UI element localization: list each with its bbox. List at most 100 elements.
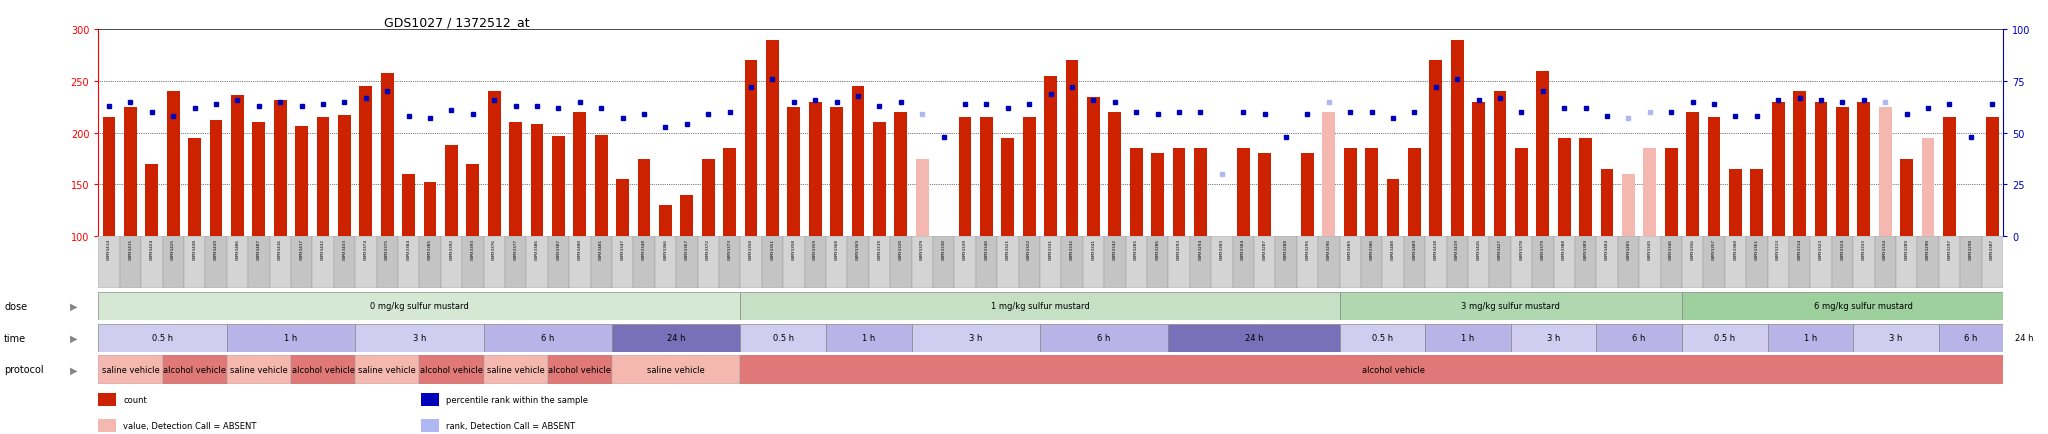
Bar — [1767, 237, 1790, 289]
Bar — [1403, 237, 1425, 289]
Text: GSM33374: GSM33374 — [365, 238, 369, 259]
Bar — [852, 87, 864, 237]
Text: GSM33319: GSM33319 — [877, 238, 881, 259]
Text: GSM33304: GSM33304 — [1241, 238, 1245, 259]
Bar — [825, 324, 911, 352]
Bar — [1747, 237, 1767, 289]
Text: GSM33414: GSM33414 — [106, 238, 111, 259]
Text: GSM33401: GSM33401 — [600, 238, 604, 259]
Bar — [1044, 77, 1057, 237]
Bar — [1446, 237, 1468, 289]
Bar — [1595, 237, 1618, 289]
Text: GSM33368: GSM33368 — [836, 238, 838, 259]
Text: protocol: protocol — [4, 365, 43, 375]
Bar — [354, 355, 420, 384]
Bar — [1810, 237, 1831, 289]
Bar — [1001, 138, 1014, 237]
Text: GSM33356: GSM33356 — [1692, 238, 1694, 259]
Bar — [334, 237, 354, 289]
Bar — [166, 92, 180, 237]
Bar — [739, 324, 825, 352]
Text: GSM33286: GSM33286 — [1155, 238, 1159, 259]
Bar — [463, 237, 483, 289]
Bar — [483, 355, 547, 384]
Text: GSM33307: GSM33307 — [1991, 238, 1995, 259]
Text: 24 h: 24 h — [668, 333, 686, 342]
Text: 1 h: 1 h — [1804, 333, 1817, 342]
Bar — [530, 125, 543, 237]
Bar — [1901, 159, 1913, 237]
Text: count: count — [123, 395, 147, 404]
Bar — [1516, 149, 1528, 237]
Bar — [1319, 237, 1339, 289]
Bar — [1489, 237, 1511, 289]
Bar — [1130, 149, 1143, 237]
Text: ▶: ▶ — [70, 333, 78, 343]
Bar — [1960, 237, 1982, 289]
Bar — [1061, 237, 1083, 289]
Bar — [1853, 324, 1939, 352]
Bar — [1167, 237, 1190, 289]
Bar — [637, 159, 651, 237]
Text: GSM33324: GSM33324 — [1841, 238, 1845, 259]
Bar — [762, 237, 782, 289]
Text: GSM33385: GSM33385 — [428, 238, 432, 259]
Text: 0.5 h: 0.5 h — [1714, 333, 1735, 342]
Text: 0.5 h: 0.5 h — [772, 333, 795, 342]
Text: GSM33376: GSM33376 — [492, 238, 496, 259]
Bar — [1554, 237, 1575, 289]
Bar — [1276, 237, 1296, 289]
Text: GSM33295: GSM33295 — [1305, 238, 1309, 259]
Bar — [1686, 113, 1700, 237]
Text: 1 h: 1 h — [1462, 333, 1475, 342]
Bar — [590, 237, 612, 289]
Bar — [162, 237, 184, 289]
Bar — [975, 237, 997, 289]
Bar — [1511, 237, 1532, 289]
Bar — [377, 237, 397, 289]
Text: GSM33320: GSM33320 — [899, 238, 903, 259]
Text: GSM33333: GSM33333 — [1862, 238, 1866, 259]
Bar — [1087, 97, 1100, 237]
Bar — [911, 324, 1040, 352]
Bar — [162, 355, 227, 384]
Bar — [1618, 237, 1638, 289]
Bar — [354, 237, 377, 289]
Text: 24 h: 24 h — [1245, 333, 1264, 342]
Bar — [1575, 237, 1595, 289]
Bar — [766, 41, 778, 237]
Bar — [1194, 149, 1206, 237]
Bar — [1602, 170, 1614, 237]
Text: GSM33438: GSM33438 — [193, 238, 197, 259]
Text: GSM33387: GSM33387 — [557, 238, 561, 259]
Bar — [739, 355, 2046, 384]
Bar — [483, 237, 506, 289]
Bar — [891, 237, 911, 289]
Bar — [1190, 237, 1210, 289]
Bar — [440, 237, 463, 289]
Bar — [422, 393, 438, 406]
Text: 6 h: 6 h — [1964, 333, 1978, 342]
Bar — [1729, 170, 1743, 237]
Bar — [1425, 237, 1446, 289]
Bar — [1430, 61, 1442, 237]
Bar — [145, 164, 158, 237]
Text: GSM33415: GSM33415 — [129, 238, 133, 259]
Bar — [934, 237, 954, 289]
Bar — [252, 123, 266, 237]
Bar — [1237, 149, 1249, 237]
Bar — [1511, 324, 1595, 352]
Text: GSM33379: GSM33379 — [1540, 238, 1544, 259]
Bar — [1982, 237, 2003, 289]
Text: GSM33367: GSM33367 — [684, 238, 688, 259]
Bar — [424, 183, 436, 237]
Bar — [911, 237, 934, 289]
Text: GSM33346: GSM33346 — [1669, 238, 1673, 259]
Bar — [98, 292, 739, 320]
Bar — [723, 149, 735, 237]
Text: saline vehicle: saline vehicle — [358, 365, 416, 374]
Bar — [1708, 118, 1720, 237]
Bar — [358, 87, 373, 237]
Bar — [739, 237, 762, 289]
Text: alcohol vehicle: alcohol vehicle — [549, 365, 610, 374]
